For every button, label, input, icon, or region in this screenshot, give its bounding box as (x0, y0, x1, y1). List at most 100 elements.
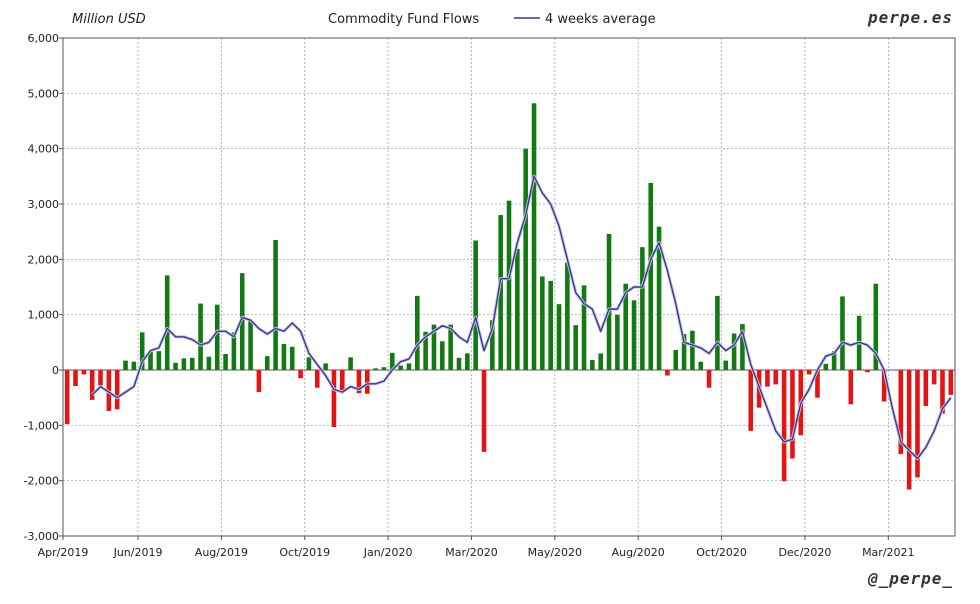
flow-bar (640, 247, 645, 370)
flow-bar (256, 370, 262, 393)
author-handle: @_perpe_ (867, 569, 953, 588)
flow-bar (448, 324, 453, 370)
flow-bar (648, 182, 654, 370)
x-tick-label: Aug/2020 (612, 546, 665, 559)
flow-bar (565, 262, 570, 370)
flow-bar (606, 233, 612, 370)
average-line (91, 175, 952, 460)
y-tick-label: -3,000 (24, 530, 59, 543)
x-tick-label: Jun/2019 (113, 546, 163, 559)
flow-bar (114, 370, 120, 410)
flow-bar (748, 370, 754, 431)
flow-bar (231, 332, 237, 370)
flow-bar (865, 370, 870, 373)
flow-bar (923, 370, 929, 406)
flow-bar (98, 370, 103, 386)
flow-bar (715, 295, 720, 370)
flow-bar (440, 341, 445, 370)
flow-bar (223, 353, 228, 370)
flow-bar (206, 356, 212, 370)
flow-bar (415, 295, 420, 370)
x-tick-label: Mar/2021 (862, 546, 914, 559)
flow-bar (731, 333, 737, 370)
flow-bar (164, 275, 170, 370)
x-tick-label: Jan/2020 (363, 546, 413, 559)
flow-bar (181, 358, 187, 370)
flow-bar (781, 370, 787, 482)
flow-bar (156, 351, 162, 370)
y-tick-label: 0 (52, 364, 59, 377)
x-tick-label: Apr/2019 (38, 546, 89, 559)
flow-bar (806, 370, 812, 375)
flow-bar (898, 370, 904, 455)
flow-bar (723, 360, 729, 370)
flow-bar (615, 314, 620, 370)
flow-bar (173, 362, 178, 370)
flow-bar (698, 361, 704, 370)
flow-bar (531, 103, 537, 370)
flow-bar (331, 370, 337, 427)
flow-bar (473, 240, 478, 370)
flow-bar (198, 303, 203, 370)
flow-bar (390, 352, 395, 370)
flow-bar (765, 370, 770, 387)
flow-bar (948, 370, 954, 395)
x-tick-label: Mar/2020 (445, 546, 497, 559)
flow-bar (873, 283, 879, 370)
flow-bar (131, 361, 137, 370)
y-tick-label: 6,000 (28, 32, 60, 45)
flow-bar (248, 319, 253, 370)
flow-bar (456, 357, 462, 370)
flow-bar (306, 357, 312, 370)
flow-bar (506, 200, 512, 370)
x-tick-label: Dec/2020 (778, 546, 831, 559)
flow-bar (423, 331, 428, 370)
flow-bar (323, 363, 328, 370)
flow-bar (823, 363, 829, 370)
flow-bar (314, 370, 320, 388)
flow-bar (281, 343, 287, 370)
legend-label: 4 weeks average (545, 12, 656, 27)
flow-bar (364, 370, 370, 394)
flow-bar (840, 296, 845, 370)
flow-bar (398, 365, 403, 370)
flow-bar (89, 370, 95, 400)
flow-bar (381, 367, 387, 370)
flow-bar (681, 334, 687, 370)
flow-bar (406, 363, 412, 370)
flow-bar (773, 370, 779, 385)
flow-bar (81, 370, 87, 375)
flow-bar (656, 226, 662, 370)
flow-bar (214, 304, 220, 370)
flow-bar (915, 370, 920, 478)
flow-bar (465, 353, 470, 370)
flow-bar (139, 332, 145, 370)
y-tick-label: 3,000 (28, 198, 60, 211)
flow-bar (148, 351, 153, 370)
flow-bar (490, 320, 495, 370)
flow-bar (906, 370, 912, 490)
flow-bar (590, 360, 595, 370)
flow-bar (581, 285, 587, 370)
flow-bar (815, 370, 820, 398)
axis-layer: -3,000 -2,000 -1,000 0 1,000 2,000 3,000 4,000 5… (24, 32, 915, 559)
x-tick-label: Aug/2019 (195, 546, 248, 559)
flow-bar (940, 370, 945, 414)
flow-bar (498, 215, 503, 370)
flow-bar (790, 370, 795, 459)
flow-bar (123, 360, 128, 370)
flow-bar (264, 356, 270, 370)
flow-bar (431, 324, 437, 370)
x-tick-label: Oct/2020 (696, 546, 747, 559)
line-layer (91, 174, 953, 461)
flow-bar (740, 324, 745, 370)
flow-bar (348, 357, 353, 370)
y-tick-label: 2,000 (28, 253, 60, 266)
flow-bar (831, 351, 837, 370)
flow-bar (523, 148, 528, 370)
flow-bar (548, 280, 553, 370)
x-tick-label: May/2020 (528, 546, 582, 559)
y-tick-label: 5,000 (28, 87, 60, 100)
y-tick-label: -2,000 (24, 475, 59, 488)
